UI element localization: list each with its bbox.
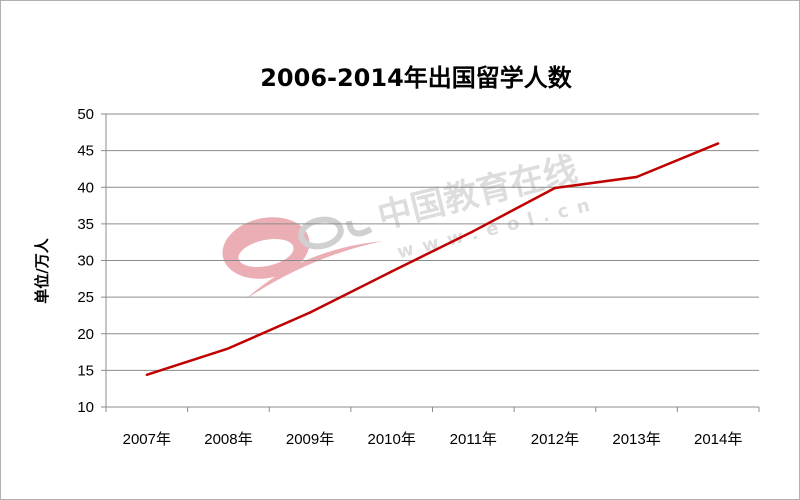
y-tick-label: 30 [77,253,94,270]
data-point [308,311,312,314]
data-point [227,347,230,350]
y-tick-label: 35 [77,216,94,233]
y-tick-label: 10 [77,399,94,416]
x-tick-labels: 2007年 2008年 2009年 2010年 2011年 2012年 2013年 2014年 [123,431,743,448]
y-tick-labels: 10 15 20 25 30 35 40 45 50 [77,106,94,416]
x-tick-label: 2009年 [286,431,334,448]
series-group [145,142,720,376]
y-tick-label: 20 [77,326,94,343]
y-tick-label: 15 [77,362,94,379]
x-tick-label: 2014年 [694,431,742,448]
x-tick-label: 2010年 [368,431,416,448]
data-point [472,230,475,233]
chart-title: 2006-2014年出国留学人数 [260,64,573,92]
x-tick-label: 2011年 [450,431,497,448]
watermark: 中国教育在线 www.eol.cn [222,149,601,299]
series-line [146,142,719,376]
data-point [145,373,149,376]
data-point [390,270,393,273]
y-tick-label: 25 [77,289,94,306]
x-tick-label: 2012年 [531,431,579,448]
y-axis-label: 单位/万人 [33,237,51,303]
y-tick-label: 50 [77,106,94,123]
gridlines [106,113,759,371]
eol-logo [222,216,383,299]
x-tick-label: 2013年 [612,431,660,448]
y-tick-label: 45 [77,143,94,160]
x-tick-label: 2007年 [123,431,171,448]
y-tick-label: 40 [77,179,94,196]
axes [101,113,760,412]
data-point [553,186,557,190]
data-point [716,142,720,145]
x-tick-label: 2008年 [204,431,252,448]
data-point [635,175,638,179]
